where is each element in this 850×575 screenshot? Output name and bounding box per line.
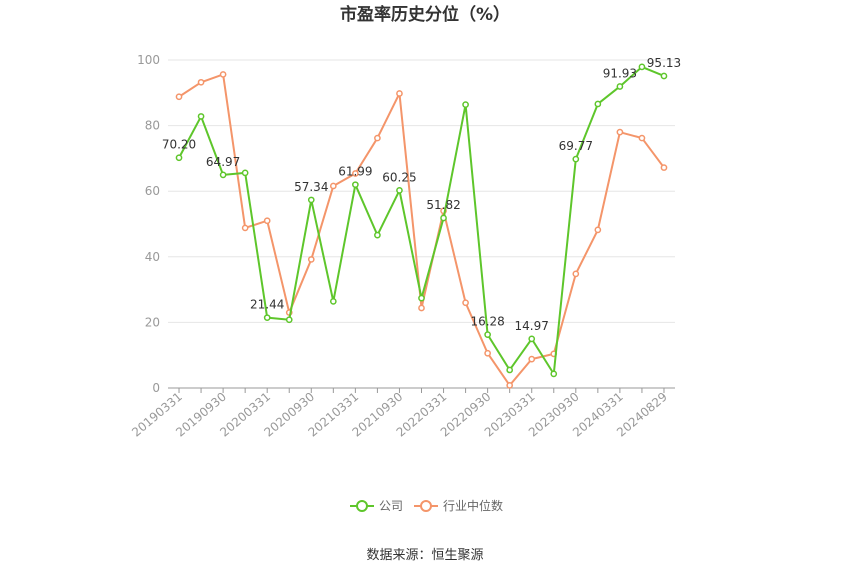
- data-label: 91.93: [603, 66, 637, 80]
- data-point: [197, 113, 205, 120]
- data-label: 64.97: [206, 155, 240, 169]
- data-point: [219, 71, 227, 78]
- data-label: 69.77: [559, 139, 593, 153]
- data-point: [263, 217, 271, 225]
- data-point: [175, 93, 183, 101]
- data-label: 14.97: [515, 319, 549, 333]
- y-tick-label: 0: [152, 381, 160, 395]
- data-point: [396, 187, 403, 194]
- data-point: [616, 83, 624, 90]
- data-point: [594, 226, 602, 234]
- data-point: [462, 299, 469, 307]
- data-point: [263, 314, 271, 322]
- data-label: 51.82: [426, 198, 460, 212]
- data-point: [550, 370, 558, 378]
- data-point: [374, 231, 381, 239]
- data-point: [638, 134, 646, 142]
- data-point: [241, 224, 249, 232]
- y-tick-label: 20: [145, 315, 160, 329]
- data-point: [572, 270, 580, 278]
- data-point: [440, 214, 447, 222]
- data-point: [484, 349, 491, 357]
- data-point: [352, 170, 359, 177]
- chart-title: 市盈率历史分位（%）: [340, 4, 510, 25]
- y-tick-label: 60: [145, 184, 160, 198]
- data-label: 70.20: [162, 138, 196, 152]
- legend-label: 行业中位数: [443, 498, 503, 513]
- data-point: [285, 316, 293, 324]
- data-label: 61.99: [338, 165, 372, 179]
- data-point: [352, 181, 359, 189]
- data-point: [462, 101, 469, 108]
- data-point: [241, 169, 249, 177]
- data-point: [307, 256, 315, 263]
- data-point: [418, 294, 425, 302]
- data-label: 60.25: [382, 170, 416, 184]
- data-point: [396, 90, 403, 97]
- legend-marker-circle: [356, 500, 368, 512]
- data-point: [329, 182, 337, 190]
- data-label: 95.13: [647, 56, 681, 70]
- data-point: [374, 134, 381, 142]
- data-point: [616, 128, 624, 136]
- data-point: [660, 72, 668, 80]
- data-point: [418, 304, 425, 312]
- data-point: [660, 164, 668, 171]
- y-tick-label: 100: [137, 53, 160, 67]
- data-point: [197, 78, 205, 86]
- data-point: [484, 331, 491, 338]
- y-tick-label: 80: [145, 119, 160, 133]
- data-point: [572, 155, 580, 163]
- data-point: [175, 154, 183, 162]
- data-point: [528, 355, 536, 363]
- data-label: 57.34: [294, 180, 328, 194]
- series-line-0: [178, 65, 665, 375]
- data-label: 21.44: [250, 298, 284, 312]
- data-label: 16.28: [470, 315, 504, 329]
- legend-label: 公司: [379, 499, 403, 513]
- data-point: [219, 171, 227, 179]
- data-point: [329, 298, 337, 305]
- data-point: [638, 63, 646, 71]
- data-point: [506, 366, 514, 374]
- y-tick-label: 40: [145, 250, 160, 264]
- data-point: [528, 335, 536, 343]
- data-point: [307, 196, 315, 204]
- legend-marker-circle: [420, 500, 432, 512]
- data-point: [506, 382, 514, 389]
- data-source: 数据来源：恒生聚源: [366, 548, 483, 563]
- data-point: [594, 100, 602, 108]
